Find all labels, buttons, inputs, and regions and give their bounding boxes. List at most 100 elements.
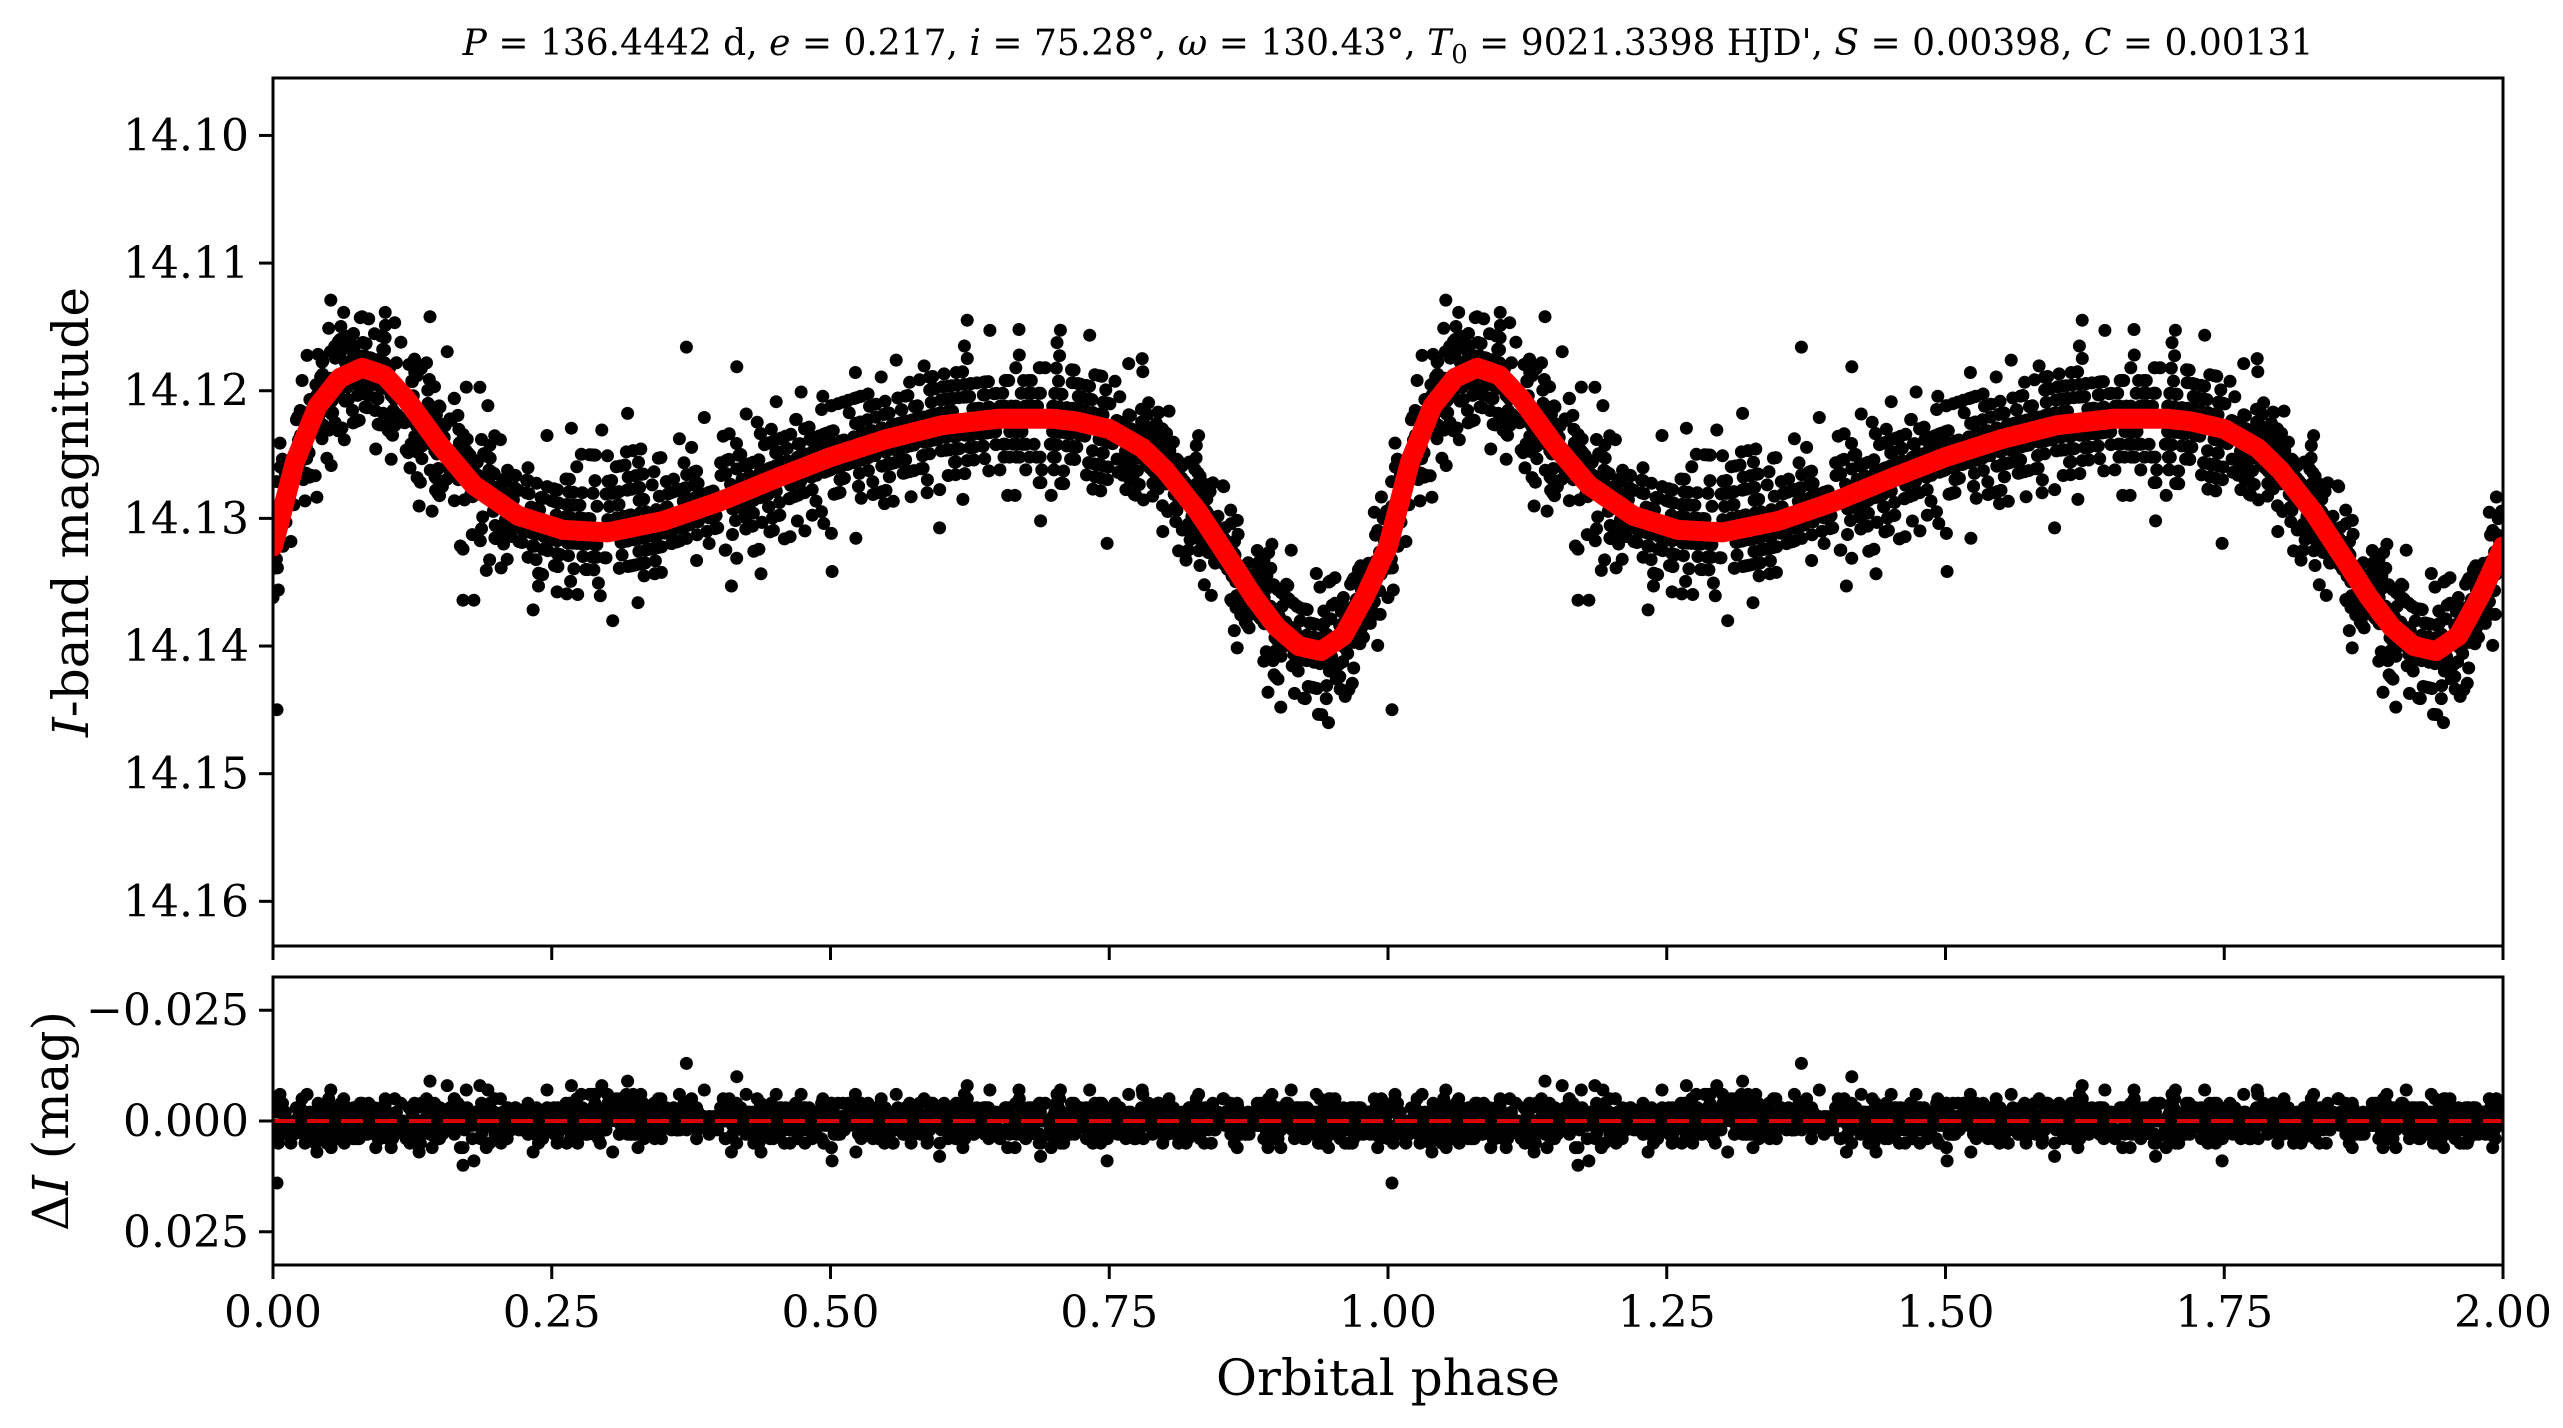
- observation-point: [1794, 481, 1808, 495]
- observation-point: [1571, 593, 1585, 607]
- observation-point: [2216, 460, 2230, 474]
- observation-point: [1279, 577, 1293, 591]
- observation-point: [2437, 575, 2451, 589]
- observation-point: [1997, 470, 2011, 484]
- observation-point: [654, 451, 668, 465]
- residual-point: [1582, 1154, 1596, 1168]
- observation-point: [2004, 353, 2018, 367]
- observation-point: [1706, 576, 1720, 590]
- observation-point: [798, 524, 812, 538]
- observation-point: [460, 432, 474, 446]
- observation-point: [724, 579, 738, 593]
- observation-point: [771, 445, 785, 459]
- observation-point: [1192, 429, 1206, 443]
- observation-point: [447, 391, 461, 405]
- observation-point: [1240, 617, 1254, 631]
- observation-point: [899, 389, 913, 403]
- observation-point: [825, 565, 839, 578]
- observation-point: [1297, 602, 1311, 616]
- observation-point: [1122, 357, 1136, 371]
- observation-point: [615, 548, 629, 562]
- observation-point: [2276, 505, 2290, 518]
- observation-point: [1939, 526, 1953, 540]
- observation-point: [1034, 514, 1048, 528]
- observation-point: [1904, 412, 1918, 426]
- observation-point: [2366, 557, 2379, 570]
- observation-point: [1913, 524, 1927, 538]
- observation-point: [2111, 386, 2125, 400]
- observation-point: [473, 534, 487, 548]
- observation-point: [1493, 318, 1507, 332]
- observation-point: [1879, 422, 1893, 436]
- observation-point: [1867, 453, 1881, 467]
- observation-point: [2127, 348, 2141, 362]
- observation-point: [816, 389, 830, 403]
- observation-point: [585, 448, 599, 462]
- observation-point: [1216, 479, 1230, 493]
- observation-point: [1747, 493, 1761, 507]
- top-model-group: [273, 357, 2503, 662]
- observation-point: [964, 377, 978, 391]
- observation-point: [794, 385, 808, 399]
- observation-point: [1530, 452, 1544, 466]
- residual-point: [1555, 1079, 1569, 1093]
- observation-point: [2112, 450, 2126, 464]
- observation-point: [734, 448, 748, 461]
- observation-point: [2043, 382, 2057, 396]
- observation-point: [1452, 433, 1466, 447]
- observation-point: [1540, 504, 1554, 518]
- observation-point: [679, 340, 693, 354]
- observation-point: [809, 494, 823, 508]
- observation-point: [1939, 399, 1953, 413]
- observation-point: [2215, 536, 2229, 550]
- observation-point: [889, 353, 903, 367]
- observation-point: [1172, 544, 1186, 558]
- observation-point: [1179, 553, 1193, 567]
- observation-point: [2079, 377, 2093, 391]
- observation-point: [467, 593, 481, 607]
- observation-point: [2011, 466, 2025, 480]
- observation-point: [2305, 477, 2318, 491]
- observation-point: [1881, 523, 1895, 537]
- observation-point: [2041, 370, 2055, 383]
- observation-point: [2382, 668, 2396, 682]
- observation-point: [1845, 551, 1859, 565]
- observation-point: [1471, 336, 1485, 349]
- observation-point: [595, 423, 609, 437]
- observation-point: [512, 483, 526, 497]
- observation-point: [1537, 373, 1551, 386]
- observation-point: [2389, 700, 2403, 714]
- observation-point: [1452, 305, 1466, 319]
- observation-point: [1636, 461, 1650, 475]
- observation-point: [2231, 468, 2245, 482]
- observation-point: [273, 561, 281, 575]
- observation-point: [1694, 563, 1708, 576]
- observation-point: [553, 548, 567, 562]
- observation-point: [920, 486, 934, 500]
- observation-point: [273, 436, 287, 450]
- observation-point: [726, 528, 739, 541]
- observation-point: [2424, 567, 2438, 580]
- observation-point: [1690, 486, 1704, 500]
- observation-point: [458, 493, 471, 507]
- y-tick-label: 14.10: [123, 110, 249, 161]
- observation-point: [470, 455, 484, 469]
- observation-point: [362, 312, 376, 326]
- observation-point: [360, 401, 374, 415]
- observation-point: [2472, 630, 2485, 644]
- observation-point: [456, 593, 470, 607]
- observation-point: [2203, 368, 2217, 382]
- observation-point: [2255, 419, 2268, 433]
- observation-point: [949, 366, 963, 379]
- observation-point: [1905, 514, 1919, 528]
- observation-point: [521, 461, 535, 475]
- observation-point: [322, 321, 336, 335]
- y-tick-label: 14.14: [123, 621, 249, 672]
- observation-point: [716, 429, 730, 443]
- observation-point: [403, 461, 417, 475]
- observation-point: [473, 380, 487, 394]
- observation-point: [529, 553, 543, 567]
- observation-point: [1054, 477, 1068, 490]
- observation-point: [790, 514, 804, 528]
